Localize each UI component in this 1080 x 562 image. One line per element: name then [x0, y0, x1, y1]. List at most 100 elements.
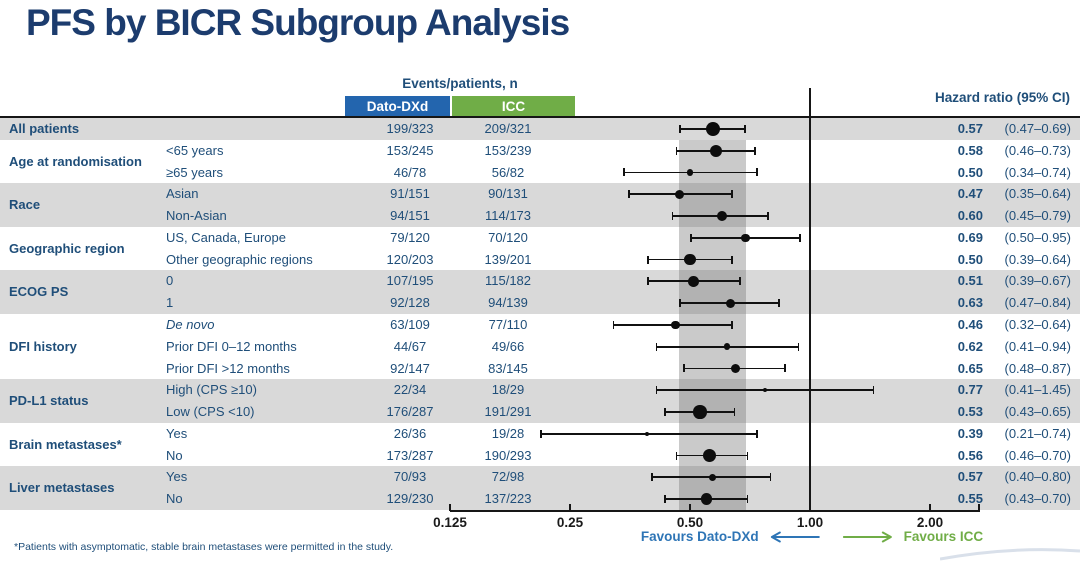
ci-cap-low — [663, 408, 666, 416]
axis-tick — [929, 504, 931, 511]
hazard-ratio-cell: 0.55 (0.43–0.70) — [950, 488, 1071, 510]
hr-point-marker — [725, 298, 735, 308]
icc-events-value: 139/201 — [484, 251, 532, 267]
group-row-band — [0, 379, 1080, 423]
subgroup-label: De novo — [166, 317, 215, 332]
ci-cap-low — [679, 124, 681, 133]
dato-events-value: 92/147 — [390, 360, 430, 376]
hr-point-marker — [644, 431, 650, 437]
axis-tick — [809, 504, 811, 511]
subgroup-label: Prior DFI >12 months — [166, 360, 290, 376]
group-row-band — [0, 270, 1080, 314]
dato-events-value: 120/203 — [386, 251, 434, 267]
hr-value: 0.47 — [957, 186, 983, 202]
dato-events-value: 26/36 — [393, 425, 427, 441]
hr-point-marker — [700, 493, 713, 505]
ci-cap-low — [628, 190, 630, 199]
group-row-band — [0, 183, 1080, 227]
ci-cap-low — [663, 495, 666, 504]
group-label: ECOG PS — [9, 284, 69, 300]
ci-cap-high — [731, 190, 733, 199]
ci-cap-high — [733, 408, 736, 416]
hr-point-marker — [693, 405, 707, 419]
dato-events-value: 70/93 — [393, 469, 427, 485]
x-axis-line — [450, 510, 980, 512]
hr-point-marker — [702, 448, 717, 463]
axis-tick-label: 2.00 — [916, 515, 944, 530]
icc-events-value: 49/66 — [491, 338, 525, 354]
ci-cap-high — [756, 168, 758, 177]
ci-value: (0.46–0.73) — [1004, 142, 1072, 158]
axis-end-cap — [978, 504, 980, 511]
hr-point-marker — [762, 387, 767, 393]
ci-cap-low — [655, 386, 658, 395]
ci-cap-high — [753, 146, 756, 155]
favours-icc-label: Favours ICC — [903, 529, 984, 544]
ci-cap-low — [690, 233, 692, 242]
hazard-ratio-cell: 0.39 (0.21–0.74) — [950, 423, 1071, 445]
group-label: Geographic region — [9, 240, 125, 256]
dato-events-value: 46/78 — [393, 164, 427, 180]
hr-value: 0.63 — [957, 295, 983, 311]
ci-value: (0.39–0.67) — [1004, 273, 1072, 289]
ci-cap-low — [675, 451, 678, 460]
axis-tick-label: 0.50 — [676, 515, 704, 530]
group-label: All patients — [9, 120, 80, 136]
icc-events-value: 72/98 — [491, 469, 525, 485]
group-label: Race — [9, 197, 41, 213]
dato-events-value: 79/120 — [390, 229, 430, 245]
hazard-ratio-cell: 0.57 (0.40–0.80) — [950, 466, 1071, 488]
footnote: *Patients with asymptomatic, stable brai… — [14, 541, 394, 553]
ci-value: (0.32–0.64) — [1004, 317, 1072, 332]
icc-events-value: 191/291 — [484, 404, 532, 420]
dato-events-value: 199/323 — [386, 121, 434, 136]
icc-events-value: 18/29 — [491, 382, 525, 398]
ci-cap-high — [738, 277, 741, 286]
subgroup-label: Yes — [166, 425, 188, 441]
axis-tick-label: 0.125 — [433, 515, 467, 530]
ci-cap-high — [778, 299, 780, 308]
dato-events-value: 92/128 — [390, 295, 430, 311]
ci-cap-low — [623, 168, 625, 177]
subgroup-label: Other geographic regions — [166, 251, 313, 267]
hazard-ratio-cell: 0.65 (0.48–0.87) — [950, 358, 1071, 380]
icc-events-value: 115/182 — [484, 273, 532, 289]
hazard-ratio-cell: 0.77 (0.41–1.45) — [950, 379, 1071, 401]
ci-value: (0.45–0.79) — [1004, 208, 1072, 224]
ci-value: (0.35–0.64) — [1004, 186, 1072, 202]
ci-value: (0.50–0.95) — [1004, 229, 1072, 245]
ci-value: (0.48–0.87) — [1004, 360, 1072, 376]
hr-point-marker — [674, 189, 684, 199]
axis-tick — [449, 504, 451, 511]
icc-events-value: 56/82 — [491, 164, 525, 180]
subgroup-label: High (CPS ≥10) — [166, 382, 257, 398]
hr-point-marker — [741, 233, 750, 243]
ci-cap-high — [797, 342, 800, 351]
hr-value: 0.56 — [957, 447, 983, 463]
ci-cap-high — [784, 364, 786, 373]
hr-point-marker — [686, 168, 694, 176]
hr-value: 0.65 — [957, 360, 983, 376]
group-label: DFI history — [9, 338, 77, 354]
hazard-ratio-cell: 0.47 (0.35–0.64) — [950, 183, 1071, 205]
favours-legend: Favours Dato-DXd Favours ICC — [641, 529, 983, 544]
group-row-band — [0, 466, 1080, 510]
reference-line — [809, 88, 811, 510]
icc-events-value: 77/110 — [488, 317, 528, 332]
ci-value: (0.40–0.80) — [1004, 469, 1072, 485]
right-arrow-icon — [842, 531, 892, 542]
hr-value: 0.58 — [957, 142, 983, 158]
subgroup-label: ≥65 years — [166, 164, 223, 180]
corner-decoration — [940, 548, 1080, 561]
subgroup-label: <65 years — [166, 142, 224, 158]
left-arrow-icon — [770, 531, 820, 542]
subgroup-label: 0 — [166, 273, 174, 289]
icc-events-value: 19/28 — [491, 425, 525, 441]
ci-cap-high — [744, 124, 746, 133]
hazard-ratio-header: Hazard ratio (95% CI) — [934, 90, 1070, 105]
subgroup-label: No — [166, 491, 183, 507]
hr-point-marker — [705, 121, 720, 136]
dato-events-value: 173/287 — [386, 447, 434, 463]
ci-cap-low — [682, 364, 685, 373]
